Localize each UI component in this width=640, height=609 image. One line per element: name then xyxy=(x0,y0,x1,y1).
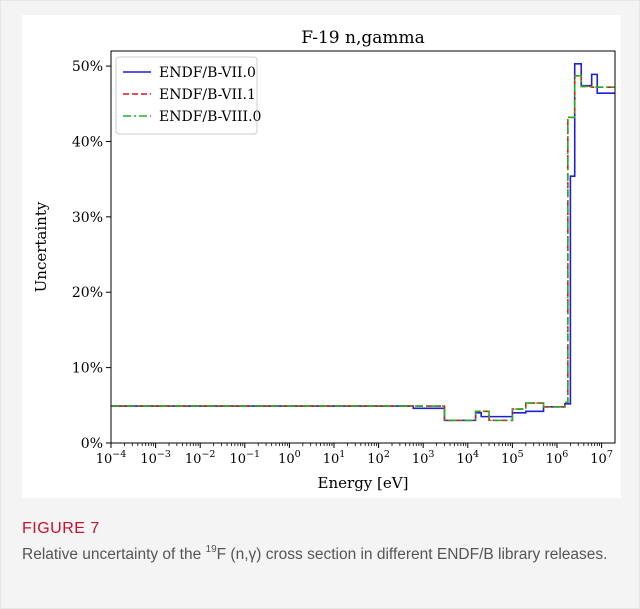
x-tick-label: 103 xyxy=(412,449,435,467)
x-tick-label: 107 xyxy=(590,449,613,467)
x-tick-label: 104 xyxy=(456,449,479,467)
figure-caption: Relative uncertainty of the 19F (n,γ) cr… xyxy=(22,544,622,565)
y-tick-label: 40% xyxy=(72,134,103,150)
x-tick-label: 10−2 xyxy=(185,449,216,467)
series-line-endf-b-viii-0 xyxy=(111,75,615,422)
legend-label: ENDF/B-VIII.0 xyxy=(159,109,261,125)
caption-text-end: F (n,γ) cross section in different ENDF/… xyxy=(216,546,608,563)
chart: ENDF/B-VII.0 ENDF/B-VII.1 ENDF/B-VIII.0 10… xyxy=(32,28,616,492)
chart-card: ENDF/B-VII.0 ENDF/B-VII.1 ENDF/B-VIII.0 10… xyxy=(22,15,621,498)
plot-frame xyxy=(110,50,616,444)
x-tick-label: 101 xyxy=(323,449,346,467)
y-tick-label: 50% xyxy=(72,59,103,75)
x-tick-label: 10−3 xyxy=(140,449,171,467)
legend-box xyxy=(115,56,258,135)
caption-text-start: Relative uncertainty of the xyxy=(22,546,206,563)
x-tick-label: 10−4 xyxy=(96,449,127,467)
x-tick-label: 105 xyxy=(501,449,524,467)
legend-label: ENDF/B-VII.1 xyxy=(159,87,256,103)
figure-label: FIGURE 7 xyxy=(22,520,100,537)
x-tick-label: 102 xyxy=(367,449,390,467)
chart-title: F-19 n,gamma xyxy=(301,28,425,48)
y-axis-label: Uncertainty xyxy=(32,201,50,292)
y-tick-label: 20% xyxy=(72,285,103,301)
caption-superscript: 19 xyxy=(205,544,217,555)
y-tick-label: 10% xyxy=(72,361,103,377)
y-tick-label: 0% xyxy=(81,436,103,452)
y-tick-label: 30% xyxy=(72,210,103,226)
x-tick-label: 100 xyxy=(278,449,301,467)
legend-label: ENDF/B-VII.0 xyxy=(159,65,256,81)
x-tick-label: 106 xyxy=(546,449,569,467)
x-axis-label: Energy [eV] xyxy=(318,474,409,492)
x-tick-label: 10−1 xyxy=(230,449,261,467)
